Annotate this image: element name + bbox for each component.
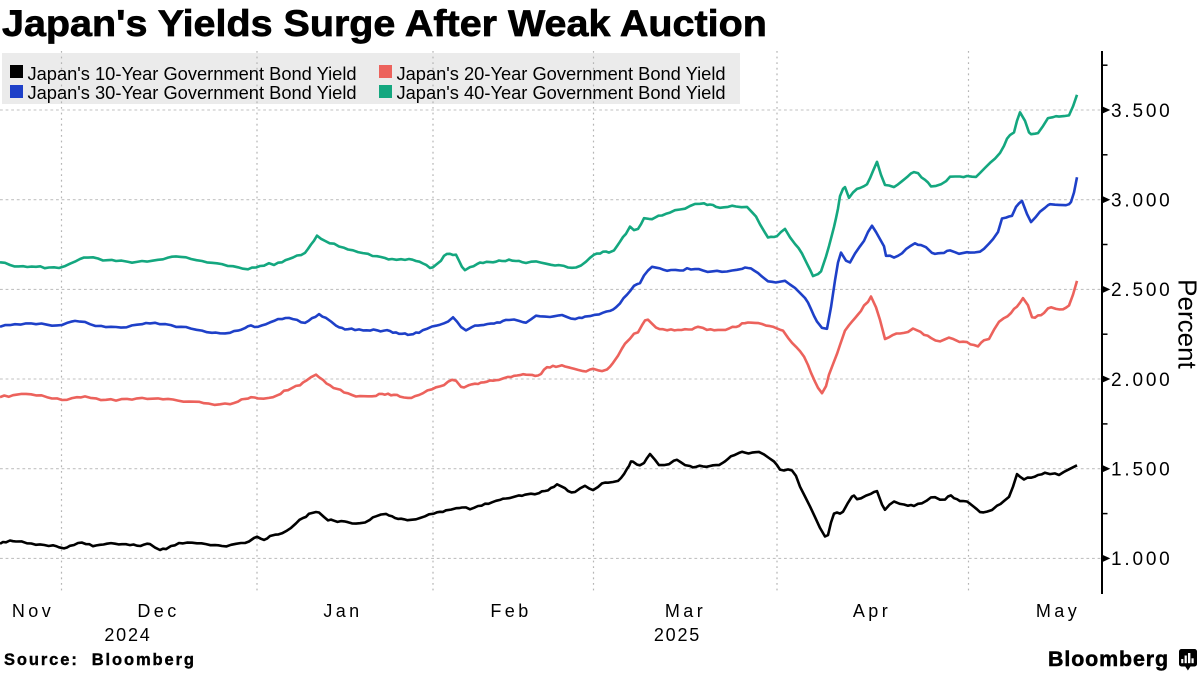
svg-text:Percent: Percent: [1172, 279, 1200, 369]
svg-text:Feb: Feb: [490, 601, 531, 621]
svg-text:Nov: Nov: [12, 601, 54, 621]
svg-text:Mar: Mar: [665, 601, 706, 621]
svg-text:Apr: Apr: [853, 601, 891, 621]
svg-text:1.000: 1.000: [1111, 549, 1173, 570]
svg-text:Dec: Dec: [137, 601, 179, 621]
svg-text:2.500: 2.500: [1111, 280, 1173, 301]
svg-text:Jan: Jan: [323, 601, 362, 621]
svg-text:2.000: 2.000: [1111, 370, 1173, 391]
svg-text:2024: 2024: [104, 625, 151, 645]
svg-text:3.500: 3.500: [1111, 101, 1173, 122]
svg-text:2025: 2025: [654, 625, 701, 645]
svg-text:May: May: [1036, 601, 1080, 621]
svg-text:3.000: 3.000: [1111, 191, 1173, 212]
svg-text:1.500: 1.500: [1111, 460, 1173, 481]
